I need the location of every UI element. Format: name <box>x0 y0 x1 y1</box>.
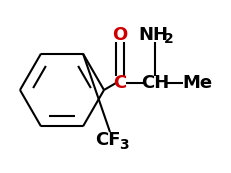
Text: 2: 2 <box>164 32 174 46</box>
Text: C: C <box>113 74 127 92</box>
Text: O: O <box>112 26 128 44</box>
Text: NH: NH <box>138 26 168 44</box>
Text: CH: CH <box>141 74 169 92</box>
Text: 3: 3 <box>119 138 129 152</box>
Text: Me: Me <box>182 74 212 92</box>
Text: CF: CF <box>95 131 121 149</box>
